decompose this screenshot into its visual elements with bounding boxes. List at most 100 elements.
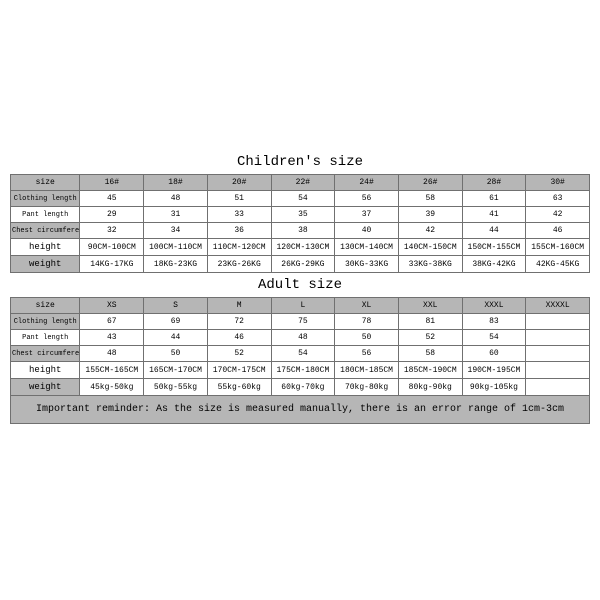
cell: 52 [398,330,462,346]
cell [526,330,590,346]
cell: 83 [462,314,526,330]
cell: 45 [80,191,144,207]
cell: 45kg-50kg [80,379,144,396]
col-header: 16# [80,175,144,191]
cell: 44 [144,330,208,346]
table-row: Clothing length67697275788183 [11,314,590,330]
cell: 81 [398,314,462,330]
canvas: Children's size size 16# 18# 20# 22# 24#… [0,0,600,600]
table-row: height155CM-165CM165CM-170CM170CM-175CM1… [11,362,590,379]
col-header: M [207,298,271,314]
row-label: Pant length [11,330,80,346]
col-header: XL [335,298,399,314]
cell: 46 [526,223,590,239]
cell: 50 [335,330,399,346]
col-header: 20# [207,175,271,191]
cell [526,379,590,396]
row-label: Clothing length [11,314,80,330]
col-header: S [144,298,208,314]
cell: 50 [144,346,208,362]
col-header: L [271,298,335,314]
cell: 39 [398,207,462,223]
cell: 70kg-80kg [335,379,399,396]
cell: 170CM-175CM [207,362,271,379]
cell: 26KG-29KG [271,256,335,273]
col-header: 18# [144,175,208,191]
cell: 51 [207,191,271,207]
cell: 90CM-100CM [80,239,144,256]
cell: 58 [398,191,462,207]
children-header-row: size 16# 18# 20# 22# 24# 26# 28# 30# [11,175,590,191]
important-reminder: Important reminder: As the size is measu… [10,396,590,424]
children-table: size 16# 18# 20# 22# 24# 26# 28# 30# Clo… [10,174,590,273]
cell: 72 [207,314,271,330]
cell: 34 [144,223,208,239]
cell: 56 [335,346,399,362]
row-label: Pant length [11,207,80,223]
cell: 54 [271,346,335,362]
cell: 33 [207,207,271,223]
cell: 69 [144,314,208,330]
col-header: 28# [462,175,526,191]
table-row: Clothing length4548515456586163 [11,191,590,207]
col-header: 24# [335,175,399,191]
cell: 46 [207,330,271,346]
cell: 78 [335,314,399,330]
cell: 61 [462,191,526,207]
cell: 63 [526,191,590,207]
cell: 52 [207,346,271,362]
table-row: Pant length43444648505254 [11,330,590,346]
cell: 42 [398,223,462,239]
row-label: height [11,239,80,256]
row-label: Chest circumference 1/2 [11,223,80,239]
cell: 30KG-33KG [335,256,399,273]
cell: 33KG-38KG [398,256,462,273]
cell: 41 [462,207,526,223]
cell: 110CM-120CM [207,239,271,256]
col-header: XXXXL [526,298,590,314]
cell: 90kg-105kg [462,379,526,396]
table-row: weight14KG-17KG18KG-23KG23KG-26KG26KG-29… [11,256,590,273]
row-label: weight [11,379,80,396]
cell: 38KG-42KG [462,256,526,273]
cell: 55kg-60kg [207,379,271,396]
cell: 190CM-195CM [462,362,526,379]
cell: 36 [207,223,271,239]
cell: 31 [144,207,208,223]
adult-title: Adult size [10,273,590,297]
adult-table: size XS S M L XL XXL XXXL XXXXL Clothing… [10,297,590,396]
adult-header-row: size XS S M L XL XXL XXXL XXXXL [11,298,590,314]
cell: 185CM-190CM [398,362,462,379]
size-chart: Children's size size 16# 18# 20# 22# 24#… [10,150,590,424]
col-header: XXXL [462,298,526,314]
cell: 60 [462,346,526,362]
cell: 155CM-160CM [526,239,590,256]
cell: 175CM-180CM [271,362,335,379]
cell: 37 [335,207,399,223]
cell [526,362,590,379]
col-header: 30# [526,175,590,191]
cell: 120CM-130CM [271,239,335,256]
cell: 42 [526,207,590,223]
col-header: XS [80,298,144,314]
cell: 150CM-155CM [462,239,526,256]
cell: 29 [80,207,144,223]
cell: 14KG-17KG [80,256,144,273]
cell [526,314,590,330]
cell: 23KG-26KG [207,256,271,273]
table-row: Chest circumference 1/248505254565860 [11,346,590,362]
col-header: 22# [271,175,335,191]
cell: 38 [271,223,335,239]
cell: 48 [144,191,208,207]
cell: 50kg-55kg [144,379,208,396]
col-header: XXL [398,298,462,314]
cell: 48 [80,346,144,362]
cell: 165CM-170CM [144,362,208,379]
children-title: Children's size [10,150,590,174]
table-row: Pant length2931333537394142 [11,207,590,223]
table-row: height90CM-100CM100CM-110CM110CM-120CM12… [11,239,590,256]
cell: 48 [271,330,335,346]
cell: 44 [462,223,526,239]
cell: 43 [80,330,144,346]
cell: 67 [80,314,144,330]
